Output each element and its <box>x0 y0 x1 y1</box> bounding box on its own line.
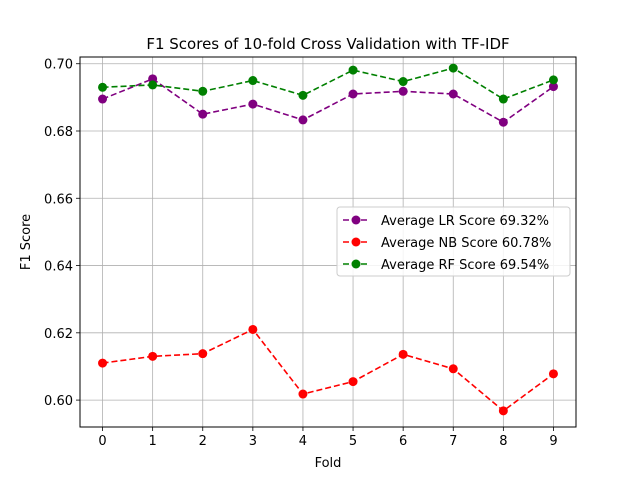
data-point <box>248 324 258 334</box>
x-tick-label: 4 <box>299 434 307 449</box>
data-point <box>148 351 158 361</box>
x-tick-label: 7 <box>449 434 457 449</box>
x-tick-label: 0 <box>98 434 106 449</box>
data-point <box>348 89 358 99</box>
y-tick-label: 0.68 <box>44 125 73 140</box>
series-line <box>102 67 554 100</box>
data-point <box>298 389 308 399</box>
data-point <box>198 109 208 119</box>
data-point <box>248 76 258 86</box>
ticks: 0 1 2 3 4 5 6 7 8 9 0.60 0.62 0.64 0.66 0.68 0.70 <box>44 58 558 449</box>
legend-label: Average LR Score 69.32% <box>381 214 549 229</box>
legend-label: Average NB Score 60.78% <box>381 236 551 251</box>
data-point <box>298 90 308 100</box>
x-tick-label: 5 <box>349 434 357 449</box>
data-point <box>98 94 108 104</box>
y-tick-label: 0.64 <box>44 260 73 275</box>
data-point <box>448 89 458 99</box>
data-point <box>98 358 108 368</box>
x-axis-label: Fold <box>315 456 342 471</box>
data-point <box>498 406 508 416</box>
legend-marker <box>351 215 361 225</box>
y-tick-label: 0.66 <box>44 192 73 207</box>
data-point <box>298 115 308 125</box>
data-point <box>198 86 208 96</box>
series-line <box>102 328 554 412</box>
chart-title: F1 Scores of 10-fold Cross Validation wi… <box>146 35 509 53</box>
legend-label: Average RF Score 69.54% <box>381 258 549 273</box>
y-tick-label: 0.62 <box>44 327 73 342</box>
x-tick-label: 8 <box>499 434 507 449</box>
data-point <box>498 117 508 127</box>
data-point <box>498 94 508 104</box>
data-point <box>398 77 408 87</box>
data-point <box>548 75 558 85</box>
series-layer <box>98 63 558 416</box>
x-tick-label: 6 <box>399 434 407 449</box>
series-line <box>102 77 554 124</box>
data-point <box>348 377 358 387</box>
legend-marker <box>351 237 361 247</box>
data-point <box>448 364 458 374</box>
x-tick-label: 2 <box>199 434 207 449</box>
data-point <box>148 80 158 90</box>
data-point <box>98 82 108 92</box>
y-tick-label: 0.60 <box>44 394 73 409</box>
data-point <box>448 63 458 73</box>
data-point <box>398 349 408 359</box>
x-tick-label: 9 <box>549 434 557 449</box>
y-tick-label: 0.70 <box>44 58 73 73</box>
data-point <box>548 82 558 92</box>
legend-box <box>336 206 571 277</box>
plot-frame <box>79 56 577 428</box>
x-tick-label: 3 <box>249 434 257 449</box>
data-point <box>398 86 408 96</box>
x-tick-label: 1 <box>149 434 157 449</box>
data-point <box>548 369 558 379</box>
data-point <box>248 99 258 109</box>
data-point <box>198 349 208 359</box>
legend: Average LR Score 69.32% Average NB Score … <box>336 206 571 277</box>
legend-marker <box>351 259 361 269</box>
data-point <box>348 65 358 75</box>
y-axis-label: F1 Score <box>19 214 34 270</box>
